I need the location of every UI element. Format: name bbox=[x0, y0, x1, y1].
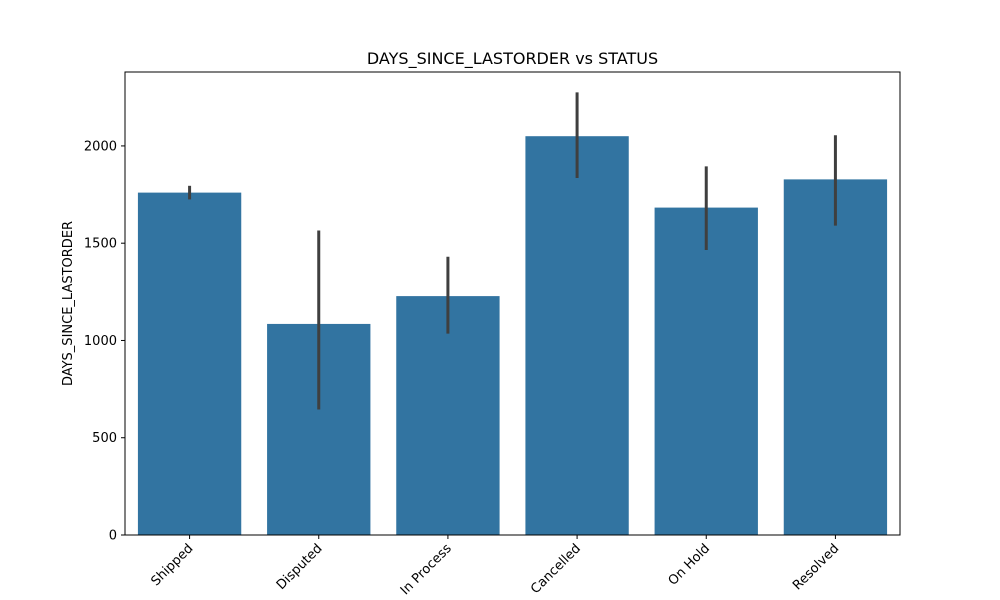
bar bbox=[396, 296, 500, 535]
bar bbox=[783, 179, 888, 535]
y-tick-label: 2000 bbox=[84, 139, 117, 154]
chart-title: DAYS_SINCE_LASTORDER vs STATUS bbox=[367, 49, 658, 69]
x-tick-label: In Process bbox=[398, 541, 455, 598]
bar bbox=[654, 207, 758, 536]
x-tick-label: Shipped bbox=[148, 541, 196, 589]
bars-layer bbox=[137, 136, 888, 536]
x-axis: Shipped Disputed In Process Cancelled On Hol… bbox=[148, 535, 842, 598]
error-bars-layer bbox=[188, 92, 837, 410]
x-tick-label: Disputed bbox=[274, 541, 326, 593]
y-tick-label: 500 bbox=[92, 431, 117, 446]
bar bbox=[137, 192, 242, 535]
plot-frame bbox=[124, 71, 901, 536]
y-tick-label: 1500 bbox=[84, 237, 117, 252]
y-tick-label: 1000 bbox=[84, 334, 117, 349]
y-tick-label: 0 bbox=[109, 529, 117, 544]
x-tick-label: Cancelled bbox=[528, 541, 584, 597]
y-axis-label: DAYS_SINCE_LASTORDER bbox=[61, 221, 76, 386]
x-tick-label: On Hold bbox=[666, 541, 714, 589]
y-axis: 0 500 1000 1500 2000 bbox=[84, 139, 125, 544]
bar bbox=[525, 136, 629, 535]
x-tick-label: Resolved bbox=[790, 541, 842, 593]
